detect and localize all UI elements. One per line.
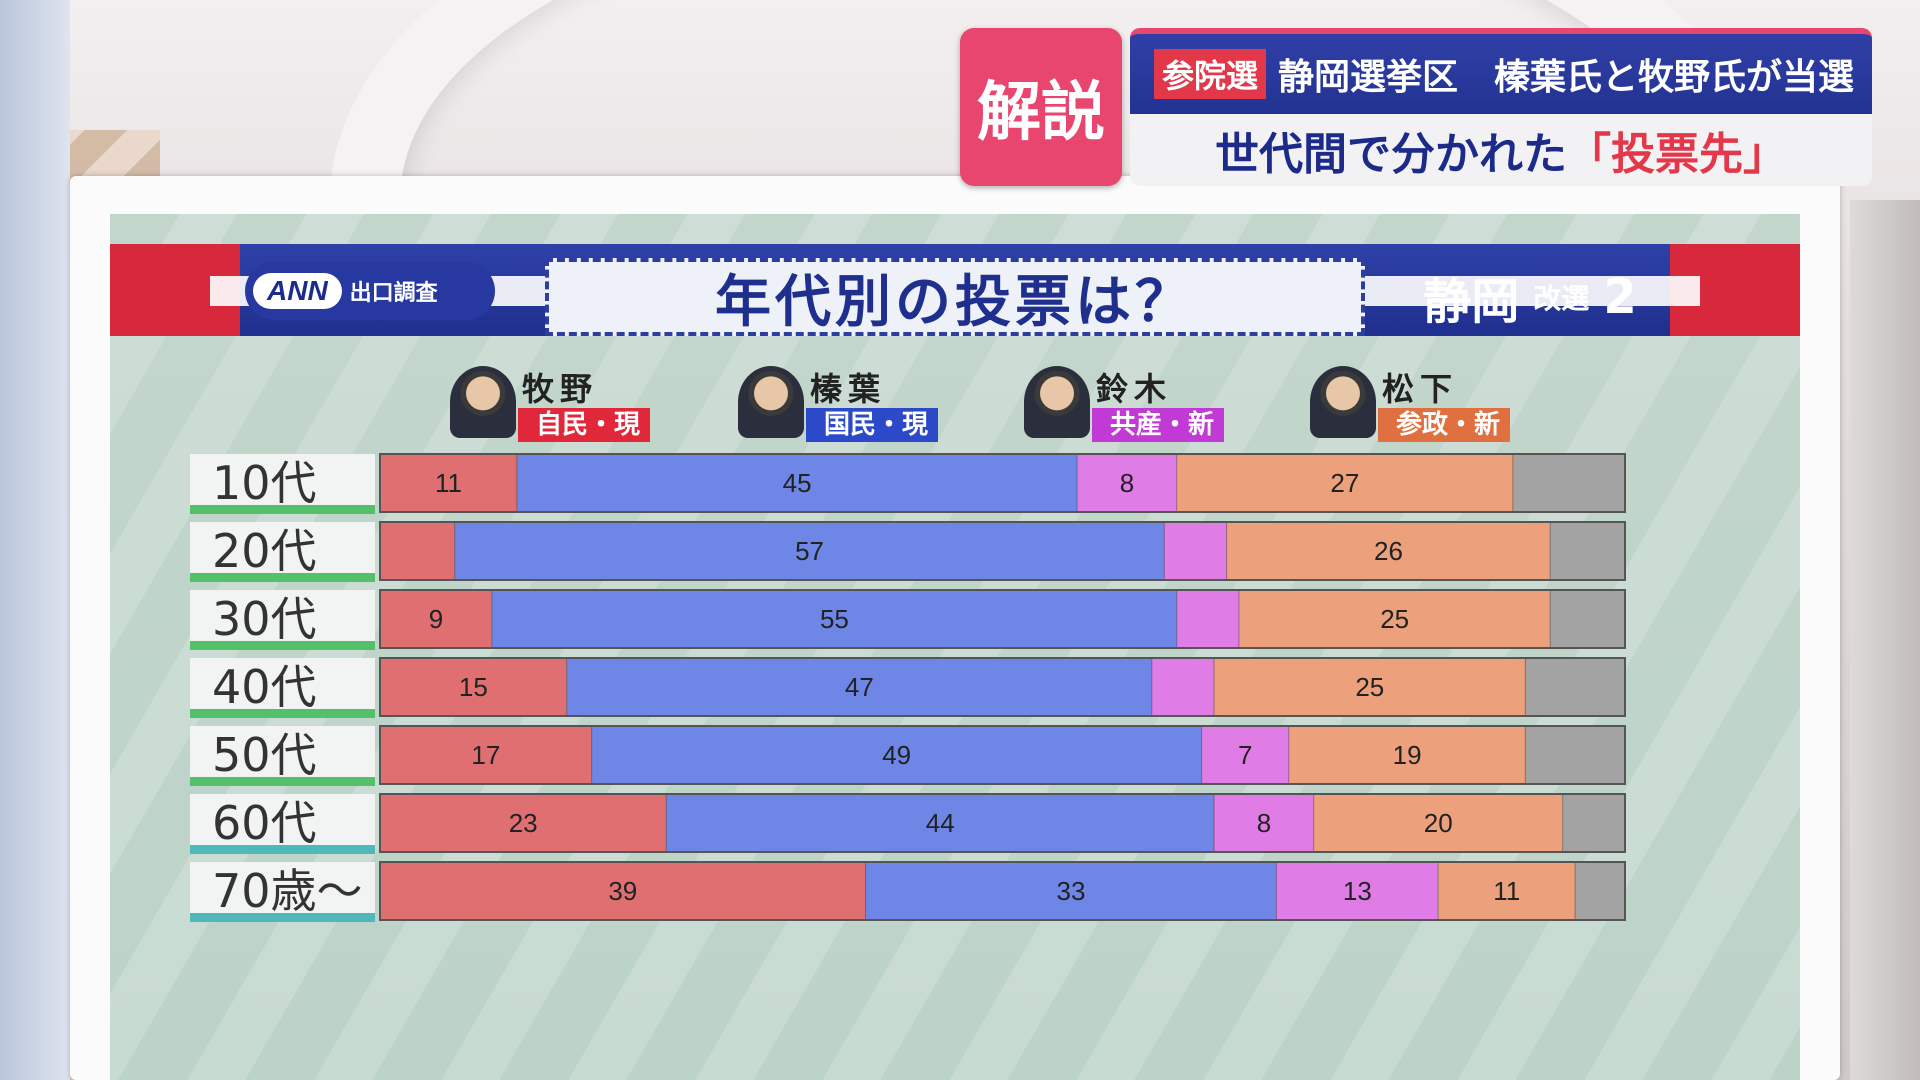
bar-segment-matsushita	[1437, 861, 1576, 921]
candidate-photo	[738, 366, 804, 438]
data-label: 20	[1424, 808, 1453, 838]
age-label: 10代	[190, 454, 375, 514]
candidate-name: 榛葉	[810, 370, 887, 408]
news-subheadline: 世代間で分かれた	[1215, 129, 1567, 180]
data-label: 9	[429, 604, 443, 634]
bar-segment-suzuki	[1275, 861, 1439, 921]
news-banner-bottom: 世代間で分かれた 「投票先」	[1130, 114, 1872, 186]
data-label: 13	[1343, 876, 1372, 906]
bar-segment-other	[1549, 521, 1626, 581]
region-badge: 静岡 改選 2	[1385, 258, 1675, 336]
bar-segment-matsushita	[1288, 725, 1526, 785]
news-banner-top: 参院選 静岡選挙区 榛葉氏と牧野氏が当選	[1130, 28, 1872, 114]
age-label: 60代	[190, 794, 375, 854]
bar-outline	[379, 657, 1626, 717]
seats-number: 2	[1603, 269, 1637, 325]
stacked-bar-chart: 11 45 8 27 57 26 9 55 25 15 47 25 17 49 7 19 23 44 8 20 39 33…	[379, 453, 1626, 921]
bar-segment-suzuki	[1151, 657, 1215, 717]
data-label: 26	[1374, 536, 1403, 566]
bar-segment-shinba	[865, 861, 1277, 921]
bar-segment-matsushita	[1213, 657, 1526, 717]
bar-segment-suzuki	[1176, 589, 1240, 649]
age-label: 20代	[190, 522, 375, 582]
bar-segment-matsushita	[1176, 453, 1514, 513]
candidate-party: 自民・現	[518, 408, 651, 442]
election-tag: 参院選	[1154, 49, 1267, 99]
data-label: 47	[845, 672, 874, 702]
bar-outline	[379, 453, 1626, 513]
data-label: 33	[1057, 876, 1086, 906]
candidate-name: 牧野	[522, 370, 599, 408]
bar-segment-other	[1574, 861, 1626, 921]
candidate-party: 共産・新	[1092, 408, 1225, 442]
age-label: 40代	[190, 658, 375, 718]
candidate-photo	[1024, 366, 1090, 438]
seats-label: 改選	[1533, 282, 1590, 315]
data-label: 45	[783, 468, 812, 498]
data-label: 55	[820, 604, 849, 634]
source-label: 出口調査	[349, 281, 438, 306]
age-label: 50代	[190, 726, 375, 786]
bar-outline	[379, 521, 1626, 581]
bar-outline	[379, 589, 1626, 649]
board-header: ANN 出口調査 年代別の投票は？ 静岡 改選 2	[110, 232, 1800, 342]
candidate-party: 参政・新	[1378, 408, 1511, 442]
studio-right-panel	[1850, 200, 1920, 1080]
bar-segment-makino	[379, 521, 456, 581]
bar-outline	[379, 725, 1626, 785]
data-label: 57	[795, 536, 824, 566]
data-label: 25	[1355, 672, 1384, 702]
data-label: 17	[471, 740, 500, 770]
data-label: 11	[435, 468, 462, 498]
bar-segment-suzuki	[1076, 453, 1178, 513]
display-monitor: ANN 出口調査 年代別の投票は？ 静岡 改選 2 牧野 自民・現 榛葉 国民・…	[70, 176, 1840, 1080]
news-subheadline-emphasis: 「投票先」	[1567, 129, 1787, 180]
data-label: 23	[509, 808, 538, 838]
candidate-photo	[1310, 366, 1376, 438]
bar-segment-shinba	[665, 793, 1215, 853]
region-name: 静岡	[1423, 274, 1520, 330]
bar-segment-suzuki	[1163, 521, 1228, 581]
data-label: 11	[1493, 876, 1520, 906]
data-label: 8	[1120, 468, 1134, 498]
candidate-photo	[450, 366, 516, 438]
bar-segment-makino	[379, 725, 593, 785]
data-label: 39	[608, 876, 637, 906]
data-label: 19	[1393, 740, 1422, 770]
bar-segment-other	[1562, 793, 1626, 853]
bar-segment-shinba	[491, 589, 1178, 649]
bar-segment-other	[1549, 589, 1626, 649]
bar-outline	[379, 793, 1626, 853]
source-badge: ANN 出口調査	[245, 262, 495, 320]
data-label: 8	[1257, 808, 1271, 838]
candidate-party: 国民・現	[806, 408, 939, 442]
bar-segment-makino	[379, 657, 568, 717]
bar-outline	[379, 861, 1626, 921]
candidate-name: 鈴木	[1096, 370, 1173, 408]
bar-segment-suzuki	[1213, 793, 1315, 853]
candidate-name: 松下	[1382, 370, 1459, 408]
data-label: 15	[459, 672, 488, 702]
data-label: 27	[1330, 468, 1359, 498]
news-headline: 静岡選挙区 榛葉氏と牧野氏が当選	[1278, 57, 1855, 98]
bar-segment-other	[1524, 657, 1626, 717]
data-label: 49	[882, 740, 911, 770]
kaisetsu-badge: 解説	[960, 28, 1122, 186]
data-label: 25	[1380, 604, 1409, 634]
data-label: 7	[1238, 740, 1252, 770]
bar-segment-shinba	[566, 657, 1153, 717]
bar-segment-other	[1524, 725, 1626, 785]
bar-segment-other	[1512, 453, 1626, 513]
age-label: 30代	[190, 590, 375, 650]
data-label: 44	[926, 808, 955, 838]
board-title: 年代別の投票は？	[545, 258, 1365, 336]
chart-board: ANN 出口調査 年代別の投票は？ 静岡 改選 2 牧野 自民・現 榛葉 国民・…	[110, 214, 1800, 1080]
ann-logo: ANN	[253, 273, 342, 309]
age-label: 70歳～	[190, 862, 375, 922]
studio-left-panel	[0, 0, 70, 1080]
